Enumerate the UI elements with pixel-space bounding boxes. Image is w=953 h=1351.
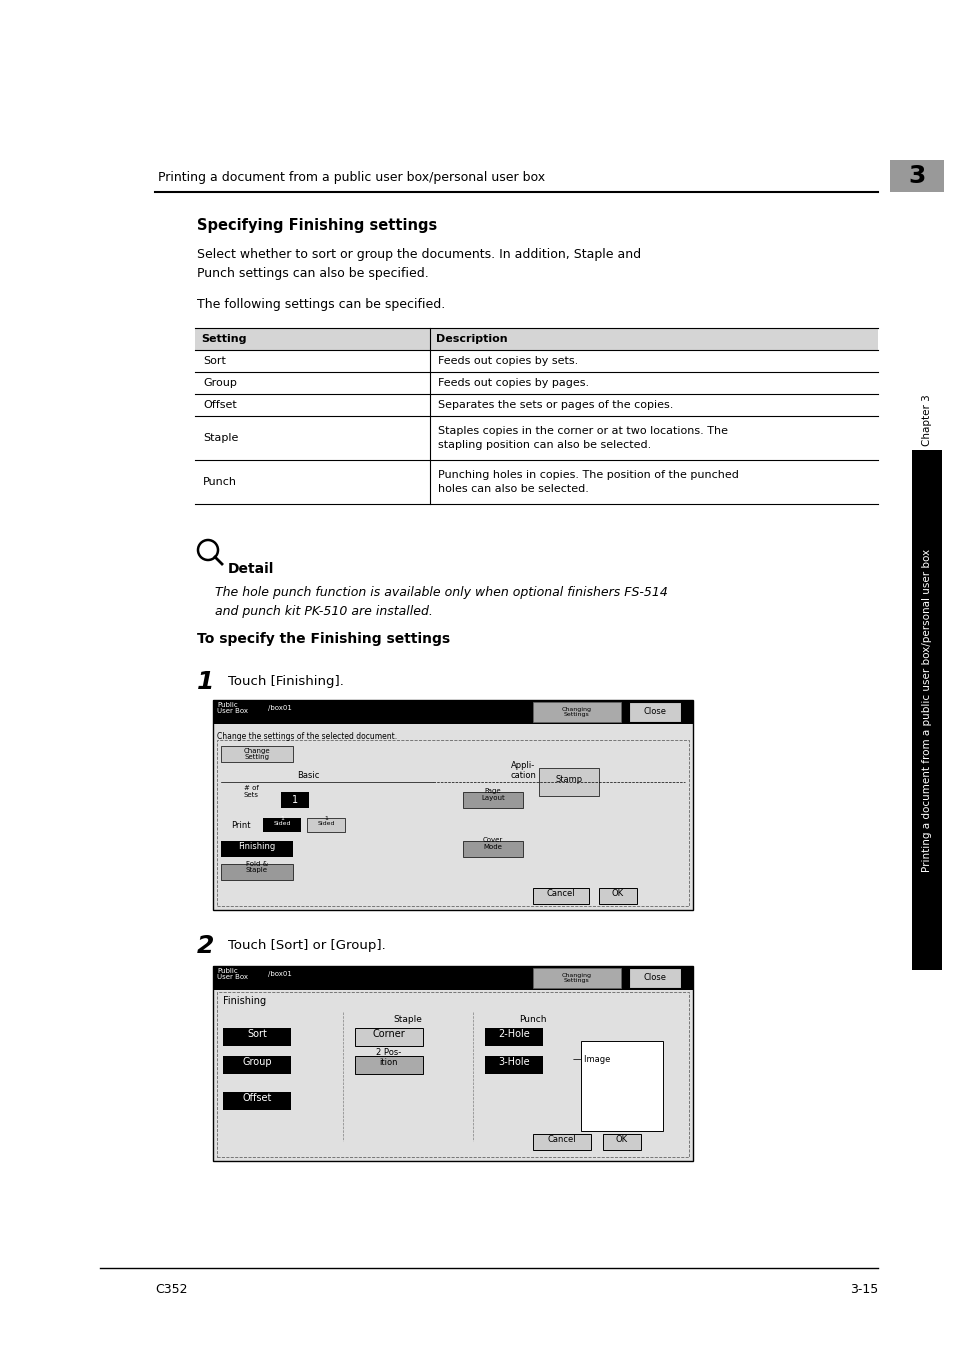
- Bar: [355, 1056, 422, 1074]
- Bar: [628, 969, 680, 988]
- Text: Detail: Detail: [228, 562, 274, 576]
- Bar: [213, 700, 692, 911]
- Text: Public
User Box: Public User Box: [216, 701, 248, 715]
- Bar: [223, 1056, 291, 1074]
- Bar: [263, 817, 301, 832]
- Text: Select whether to sort or group the documents. In addition, Staple and
Punch set: Select whether to sort or group the docu…: [196, 249, 640, 280]
- Text: Close: Close: [643, 708, 666, 716]
- Text: Fold &
Staple: Fold & Staple: [246, 861, 268, 873]
- Text: 1: 1: [292, 794, 297, 805]
- Text: C352: C352: [154, 1283, 188, 1296]
- Text: Specifying Finishing settings: Specifying Finishing settings: [196, 218, 436, 232]
- Text: Touch [Sort] or [Group].: Touch [Sort] or [Group].: [228, 939, 385, 952]
- Text: 1
Sided: 1 Sided: [273, 816, 291, 825]
- Text: Punch: Punch: [518, 1015, 546, 1024]
- Text: Group: Group: [242, 1056, 272, 1067]
- Text: 2 Pos-
ition: 2 Pos- ition: [376, 1048, 401, 1067]
- Bar: [533, 888, 588, 904]
- Bar: [223, 1092, 291, 1111]
- Text: Public
User Box: Public User Box: [216, 967, 248, 981]
- Text: /box01: /box01: [268, 705, 292, 711]
- Text: Offset: Offset: [242, 1093, 272, 1102]
- Text: OK: OK: [616, 1135, 627, 1144]
- Bar: [602, 1133, 640, 1150]
- Text: Finishing: Finishing: [238, 842, 275, 851]
- Bar: [533, 1133, 590, 1150]
- Text: Close: Close: [643, 974, 666, 982]
- Bar: [213, 966, 692, 990]
- Text: # of
Sets: # of Sets: [243, 785, 258, 798]
- Bar: [889, 159, 943, 192]
- Bar: [355, 1028, 422, 1046]
- Bar: [194, 328, 877, 350]
- Text: Staple: Staple: [203, 434, 238, 443]
- Text: Punch: Punch: [203, 477, 236, 486]
- Text: 2-Hole: 2-Hole: [497, 1029, 529, 1039]
- Text: Group: Group: [203, 378, 236, 388]
- Bar: [462, 842, 522, 857]
- Text: 3-Hole: 3-Hole: [497, 1056, 529, 1067]
- Text: To specify the Finishing settings: To specify the Finishing settings: [196, 632, 450, 646]
- Text: Staples copies in the corner or at two locations. The
stapling position can also: Staples copies in the corner or at two l…: [437, 426, 727, 450]
- Text: Separates the sets or pages of the copies.: Separates the sets or pages of the copie…: [437, 400, 673, 409]
- Text: Chapter 3: Chapter 3: [921, 394, 931, 446]
- Text: Changing
Settings: Changing Settings: [561, 707, 592, 717]
- Text: The hole punch function is available only when optional finishers FS-514
and pun: The hole punch function is available onl…: [214, 586, 667, 617]
- Bar: [462, 792, 522, 808]
- Text: 3-15: 3-15: [849, 1283, 877, 1296]
- Bar: [533, 969, 620, 988]
- Text: /box01: /box01: [268, 971, 292, 977]
- Text: Print: Print: [231, 821, 251, 831]
- Text: Cancel: Cancel: [547, 1135, 576, 1144]
- Text: Cover
Mode: Cover Mode: [482, 838, 502, 850]
- Bar: [221, 746, 293, 762]
- Bar: [221, 842, 293, 857]
- Text: — Image: — Image: [573, 1055, 610, 1065]
- Text: Feeds out copies by sets.: Feeds out copies by sets.: [437, 357, 578, 366]
- Text: Corner: Corner: [373, 1029, 405, 1039]
- Bar: [281, 792, 309, 808]
- Bar: [484, 1056, 542, 1074]
- Text: Basic: Basic: [296, 771, 319, 780]
- Text: Page
Layout: Page Layout: [480, 789, 504, 801]
- Text: Changing
Settings: Changing Settings: [561, 973, 592, 984]
- Text: Punching holes in copies. The position of the punched
holes can also be selected: Punching holes in copies. The position o…: [437, 470, 739, 494]
- Text: Finishing: Finishing: [223, 996, 266, 1006]
- Text: Staple: Staple: [394, 1015, 422, 1024]
- Text: Appli-
cation: Appli- cation: [510, 762, 536, 780]
- Text: Printing a document from a public user box/personal user box: Printing a document from a public user b…: [158, 172, 544, 185]
- Text: Cancel: Cancel: [546, 889, 575, 898]
- Text: 2: 2: [196, 934, 214, 958]
- Text: The following settings can be specified.: The following settings can be specified.: [196, 299, 445, 311]
- Bar: [533, 703, 620, 721]
- Text: 1: 1: [196, 670, 214, 694]
- Bar: [213, 966, 692, 1161]
- Text: 1
Sided: 1 Sided: [317, 816, 335, 825]
- Text: Change
Setting: Change Setting: [243, 747, 270, 761]
- Text: 3: 3: [907, 163, 924, 188]
- Text: Sort: Sort: [247, 1029, 267, 1039]
- Bar: [221, 865, 293, 880]
- Text: Feeds out copies by pages.: Feeds out copies by pages.: [437, 378, 589, 388]
- Bar: [598, 888, 637, 904]
- Bar: [484, 1028, 542, 1046]
- Bar: [216, 992, 688, 1156]
- Text: Sort: Sort: [203, 357, 226, 366]
- Bar: [628, 703, 680, 721]
- Bar: [213, 700, 692, 724]
- Text: Printing a document from a public user box/personal user box: Printing a document from a public user b…: [921, 549, 931, 871]
- Text: Description: Description: [436, 334, 507, 345]
- Text: Change the settings of the selected document.: Change the settings of the selected docu…: [216, 732, 396, 740]
- Bar: [580, 1042, 662, 1131]
- Bar: [216, 740, 688, 907]
- Text: Touch [Finishing].: Touch [Finishing].: [228, 676, 343, 689]
- Text: Setting: Setting: [201, 334, 246, 345]
- Bar: [538, 767, 598, 796]
- Text: Offset: Offset: [203, 400, 236, 409]
- Text: OK: OK: [611, 889, 623, 898]
- Bar: [307, 817, 345, 832]
- Bar: [911, 450, 941, 970]
- Bar: [223, 1028, 291, 1046]
- Text: Stamp: Stamp: [555, 775, 582, 784]
